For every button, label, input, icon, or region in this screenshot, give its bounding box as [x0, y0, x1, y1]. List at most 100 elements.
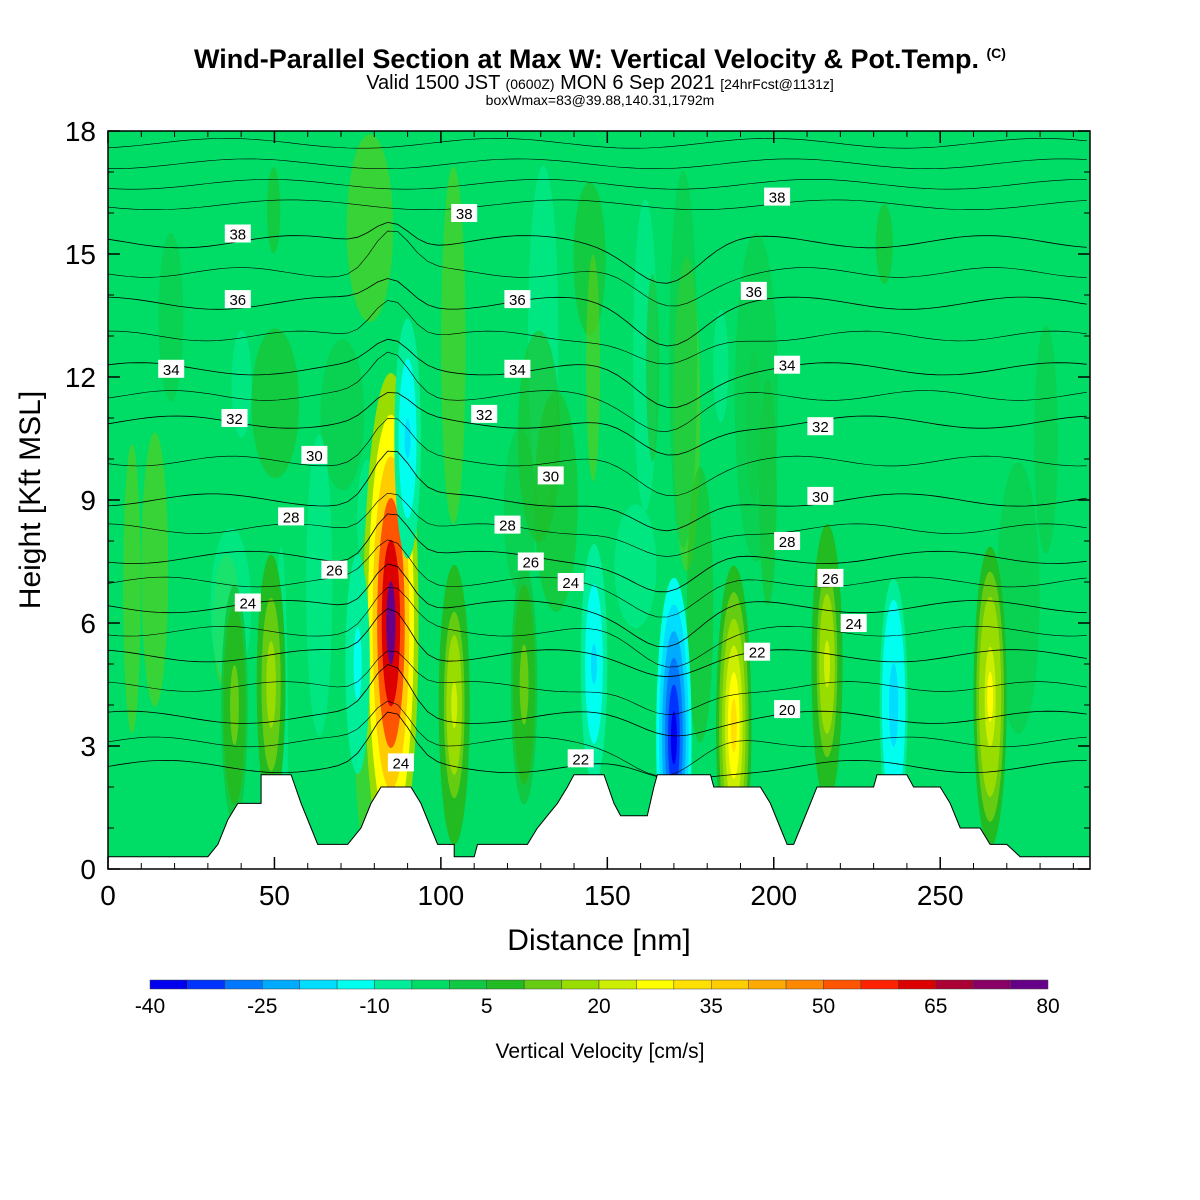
isentrope-line: [108, 650, 1087, 715]
isentrope-line: [108, 700, 1087, 777]
colorbar-label: Vertical Velocity [cm/s]: [496, 1040, 705, 1063]
isentrope-label: 20: [774, 700, 801, 719]
velocity-streak: [586, 254, 601, 482]
velocity-streak: [251, 328, 300, 479]
isentrope-label-text: 26: [822, 571, 839, 588]
colorbar-swatch: [935, 979, 974, 990]
isentrope-label-text: 26: [326, 563, 343, 580]
colorbar-swatch: [898, 979, 936, 990]
x-tick-label: 150: [584, 880, 631, 911]
colorbar: -40 -25 -10 5 20 35 50 65 80: [135, 979, 1060, 1018]
colorbar-tick-label: 20: [587, 995, 610, 1018]
isentrope-label-box: [221, 409, 248, 427]
isentrope-label-box: [740, 281, 767, 300]
velocity-streak: [686, 467, 714, 743]
isentrope-label-text: 38: [456, 206, 473, 223]
isentrope-label: 24: [557, 573, 584, 592]
velocity-streak: [996, 461, 1040, 735]
colorbar-tick-label: 80: [1036, 995, 1059, 1018]
velocity-cell: [268, 662, 275, 707]
isentrope-label: 34: [158, 359, 185, 379]
velocity-streak: [320, 339, 365, 491]
isentrope-label: 24: [387, 753, 414, 772]
isentrope-label-box: [504, 290, 531, 309]
isentrope-label: 34: [504, 359, 531, 379]
velocity-cell: [404, 418, 411, 459]
isentrope-label-text: 22: [749, 645, 766, 662]
isentrope-label-box: [807, 486, 834, 505]
isentrope-line: [108, 392, 1087, 456]
isentrope-label-box: [321, 560, 348, 579]
isentrope-label-box: [301, 445, 328, 464]
isentrope-label-box: [774, 532, 801, 550]
isentrope-label-text: 32: [812, 419, 829, 436]
isentrope-labels: 38 36 34 32 30 28 26 24 38 36 34 32 30 28 26 24 24 22 38 36…: [158, 187, 867, 772]
box-max-info: boxWmax=83@39.88,140.31,1792m: [485, 92, 715, 108]
isentrope-label-text: 32: [226, 411, 243, 428]
isentrope-label-text: 24: [845, 616, 862, 633]
velocity-cell: [386, 581, 396, 665]
velocity-streak: [306, 434, 333, 736]
isentrope-label: 32: [807, 417, 834, 436]
isentrope-label-box: [224, 290, 251, 309]
isentrope-label: 26: [321, 560, 348, 580]
isentrope-line: [108, 539, 1087, 618]
velocity-streak: [266, 167, 281, 254]
isentrope-label-box: [807, 417, 834, 436]
velocity-cell: [987, 671, 994, 722]
valid-date: MON 6 Sep 2021: [560, 72, 715, 94]
velocity-cell: [231, 685, 238, 725]
y-tick-label: 3: [80, 731, 96, 762]
isentrope-label: 30: [807, 486, 834, 506]
colorbar-swatch: [785, 979, 824, 990]
y-tick-label: 9: [80, 485, 96, 516]
colorbar-swatch: [748, 979, 787, 990]
colorbar-swatch: [598, 979, 637, 990]
isentrope-label-box: [567, 749, 594, 768]
velocity-streak: [614, 504, 657, 629]
x-tick-label: 50: [259, 880, 290, 911]
colorbar-swatch: [299, 979, 338, 990]
isentrope-label-text: 28: [283, 509, 300, 526]
isentrope-line: [108, 179, 1087, 190]
velocity-cell: [521, 664, 528, 705]
colorbar-swatch: [523, 979, 562, 990]
isentrope-label-text: 36: [509, 292, 526, 309]
isentrope-label-box: [537, 466, 564, 485]
y-tick-label: 6: [80, 608, 96, 639]
isentrope-line: [108, 199, 1087, 211]
colorbar-swatch: [149, 979, 188, 990]
isentrope-label: 26: [517, 552, 544, 572]
isentrope-line: [108, 418, 1087, 497]
x-axis-label: Distance [nm]: [507, 924, 690, 957]
isentrope-label-box: [278, 507, 305, 526]
velocity-streak: [346, 134, 394, 323]
isentrope-label: 38: [764, 187, 791, 207]
velocity-cell: [730, 698, 737, 753]
plot-area: [108, 131, 1090, 869]
copyright-mark: (C): [986, 45, 1006, 61]
velocity-cells: [221, 318, 1007, 869]
velocity-cell: [451, 681, 458, 729]
isentrope-label-text: 24: [239, 596, 256, 613]
isentrope-label-text: 22: [572, 751, 589, 768]
colorbar-swatch: [972, 979, 1011, 990]
colorbar-swatch: [1010, 979, 1049, 990]
isentrope-label: 38: [451, 204, 478, 223]
isentrope-line: [108, 221, 1087, 284]
velocity-streak: [141, 432, 169, 707]
colorbar-swatch: [187, 979, 226, 990]
colorbar-tick-label: 65: [924, 995, 947, 1018]
x-tick-label: 200: [750, 880, 797, 911]
y-tick-label: 0: [80, 854, 96, 885]
isentrope-line: [108, 450, 1087, 532]
colorbar-tick-label: -40: [135, 995, 165, 1018]
isentrope-label-text: 34: [779, 358, 796, 375]
isentrope-label-box: [471, 404, 498, 423]
velocity-streak: [713, 309, 729, 423]
isentrope-line: [108, 711, 1087, 781]
velocity-cell: [824, 640, 831, 688]
isentrope-label-box: [517, 552, 544, 571]
velocity-streak: [875, 203, 893, 285]
isentrope-label-text: 36: [229, 292, 246, 309]
